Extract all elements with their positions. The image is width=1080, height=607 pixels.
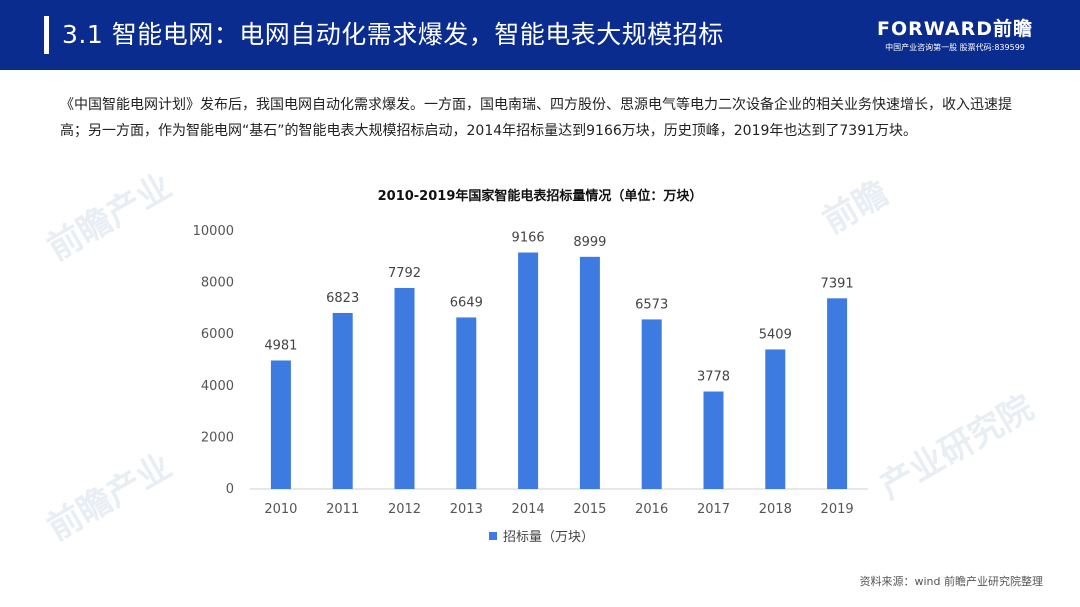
y-tick-label: 2000 <box>201 430 234 445</box>
legend-label: 招标量（万块） <box>503 530 594 545</box>
bar <box>641 319 662 489</box>
brand-tagline: 中国产业咨询第一股 股票代码:839599 <box>885 43 1025 52</box>
bar <box>827 298 848 489</box>
data-label: 6573 <box>635 297 668 312</box>
brand-logo: FORWARD前瞻 中国产业咨询第一股 股票代码:839599 <box>870 18 1040 54</box>
x-tick-label: 2014 <box>512 502 545 517</box>
x-tick-label: 2016 <box>635 502 668 517</box>
bar-chart: 0 2000 4000 6000 8000 10000 4981 2010 6823 2011 77… <box>193 224 868 545</box>
data-label: 8999 <box>573 235 606 250</box>
y-tick-label: 0 <box>226 482 234 497</box>
data-label: 6823 <box>326 291 359 306</box>
data-label: 7792 <box>388 266 421 281</box>
y-tick-label: 6000 <box>201 327 234 342</box>
x-tick-label: 2012 <box>388 502 421 517</box>
bar <box>765 349 786 489</box>
source-note: 资料来源：wind 前瞻产业研究院整理 <box>859 575 1043 588</box>
data-label: 9166 <box>512 231 545 246</box>
bar <box>394 287 415 489</box>
y-tick-label: 8000 <box>201 276 234 291</box>
intro-paragraph: 《中国智能电网计划》发布后，我国电网自动化需求爆发。一方面，国电南瑞、四方股份、… <box>60 97 1012 139</box>
header-banner: 3.1 智能电网：电网自动化需求爆发，智能电表大规模招标 FORWARD前瞻 中… <box>0 0 1080 70</box>
data-label: 3778 <box>697 370 730 385</box>
x-tick-label: 2010 <box>264 502 297 517</box>
title-accent-bar <box>44 16 49 54</box>
data-label: 7391 <box>821 276 854 291</box>
bar <box>332 312 353 489</box>
page-title: 3.1 智能电网：电网自动化需求爆发，智能电表大规模招标 <box>62 20 724 49</box>
data-label: 4981 <box>264 338 297 353</box>
data-label: 5409 <box>759 327 792 342</box>
bar <box>456 317 477 489</box>
y-tick-label: 4000 <box>201 379 234 394</box>
bar <box>518 252 539 489</box>
x-tick-label: 2018 <box>759 502 792 517</box>
x-tick-label: 2013 <box>450 502 483 517</box>
x-tick-label: 2015 <box>573 502 606 517</box>
bar <box>579 256 600 489</box>
x-tick-label: 2017 <box>697 502 730 517</box>
bar <box>703 391 724 489</box>
x-tick-label: 2019 <box>821 502 854 517</box>
legend-swatch <box>489 532 497 540</box>
data-label: 6649 <box>450 295 483 310</box>
y-tick-label: 10000 <box>193 224 234 239</box>
chart-title: 2010-2019年国家智能电表招标量情况（单位：万块） <box>377 189 703 204</box>
x-tick-label: 2011 <box>326 502 359 517</box>
bar <box>270 360 291 489</box>
brand-logo-text: FORWARD前瞻 <box>877 18 1033 40</box>
